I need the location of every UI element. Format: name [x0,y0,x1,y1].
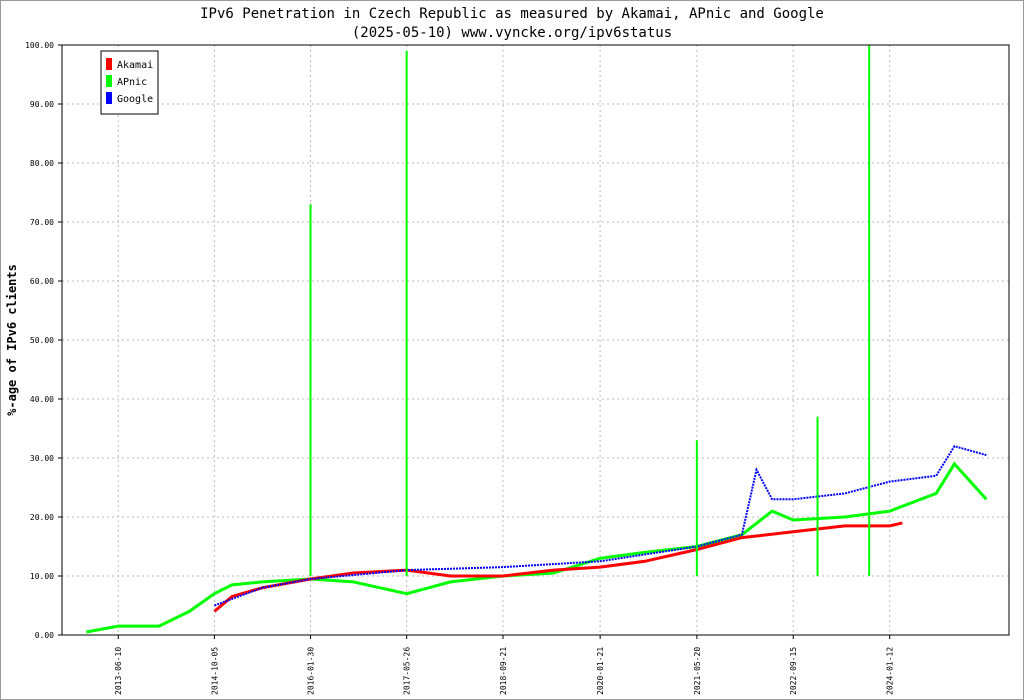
legend-swatch-akamai [106,58,112,70]
x-tick-label: 2021-05-20 [693,647,702,695]
y-tick-label: 0.00 [35,631,54,640]
x-tick-label: 2016-01-30 [307,647,316,695]
chart-title: IPv6 Penetration in Czech Republic as me… [200,6,824,22]
legend: Akamai APnic Google [100,50,159,115]
y-tick-label: 50.00 [30,336,54,345]
y-tick-labels: 0.00 10.00 20.00 30.00 40.00 50.00 60.00 70.00 8… [25,41,54,640]
x-tick-label: 2018-09-21 [499,647,508,695]
y-tick-label: 90.00 [30,100,54,109]
y-tick-label: 40.00 [30,395,54,404]
series-layer [86,45,988,634]
x-tick-labels: 2013-06-10 2014-10-05 2016-01-30 2017-05-26… [114,647,894,695]
y-tick-label: 30.00 [30,454,54,463]
y-tick-label: 80.00 [30,159,54,168]
legend-label-akamai: Akamai [117,60,153,71]
series-line-google [214,445,987,607]
chart-subtitle: (2025-05-10) www.vyncke.org/ipv6status [352,25,672,41]
y-tick-label: 60.00 [30,277,54,286]
legend-label-apnic: APnic [117,77,147,88]
y-axis-label: %-age of IPv6 clients [5,264,19,416]
y-tick-label: 100.00 [25,41,54,50]
series-line-akamai [213,521,903,613]
y-tick-label: 10.00 [30,572,54,581]
legend-swatch-google [106,92,112,104]
grid-lines [58,44,1009,639]
x-tick-label: 2020-01-21 [596,647,605,695]
plot-area-border [61,44,1010,636]
legend-label-google: Google [117,94,153,105]
x-tick-label: 2013-06-10 [114,647,123,695]
x-tick-label: 2014-10-05 [210,647,219,695]
y-tick-label: 20.00 [30,513,54,522]
y-tick-label: 70.00 [30,218,54,227]
x-tick-label: 2017-05-26 [403,647,412,695]
x-tick-label: 2024-01-12 [886,647,895,695]
x-tick-label: 2022-09-15 [789,647,798,695]
legend-swatch-apnic [106,75,112,87]
